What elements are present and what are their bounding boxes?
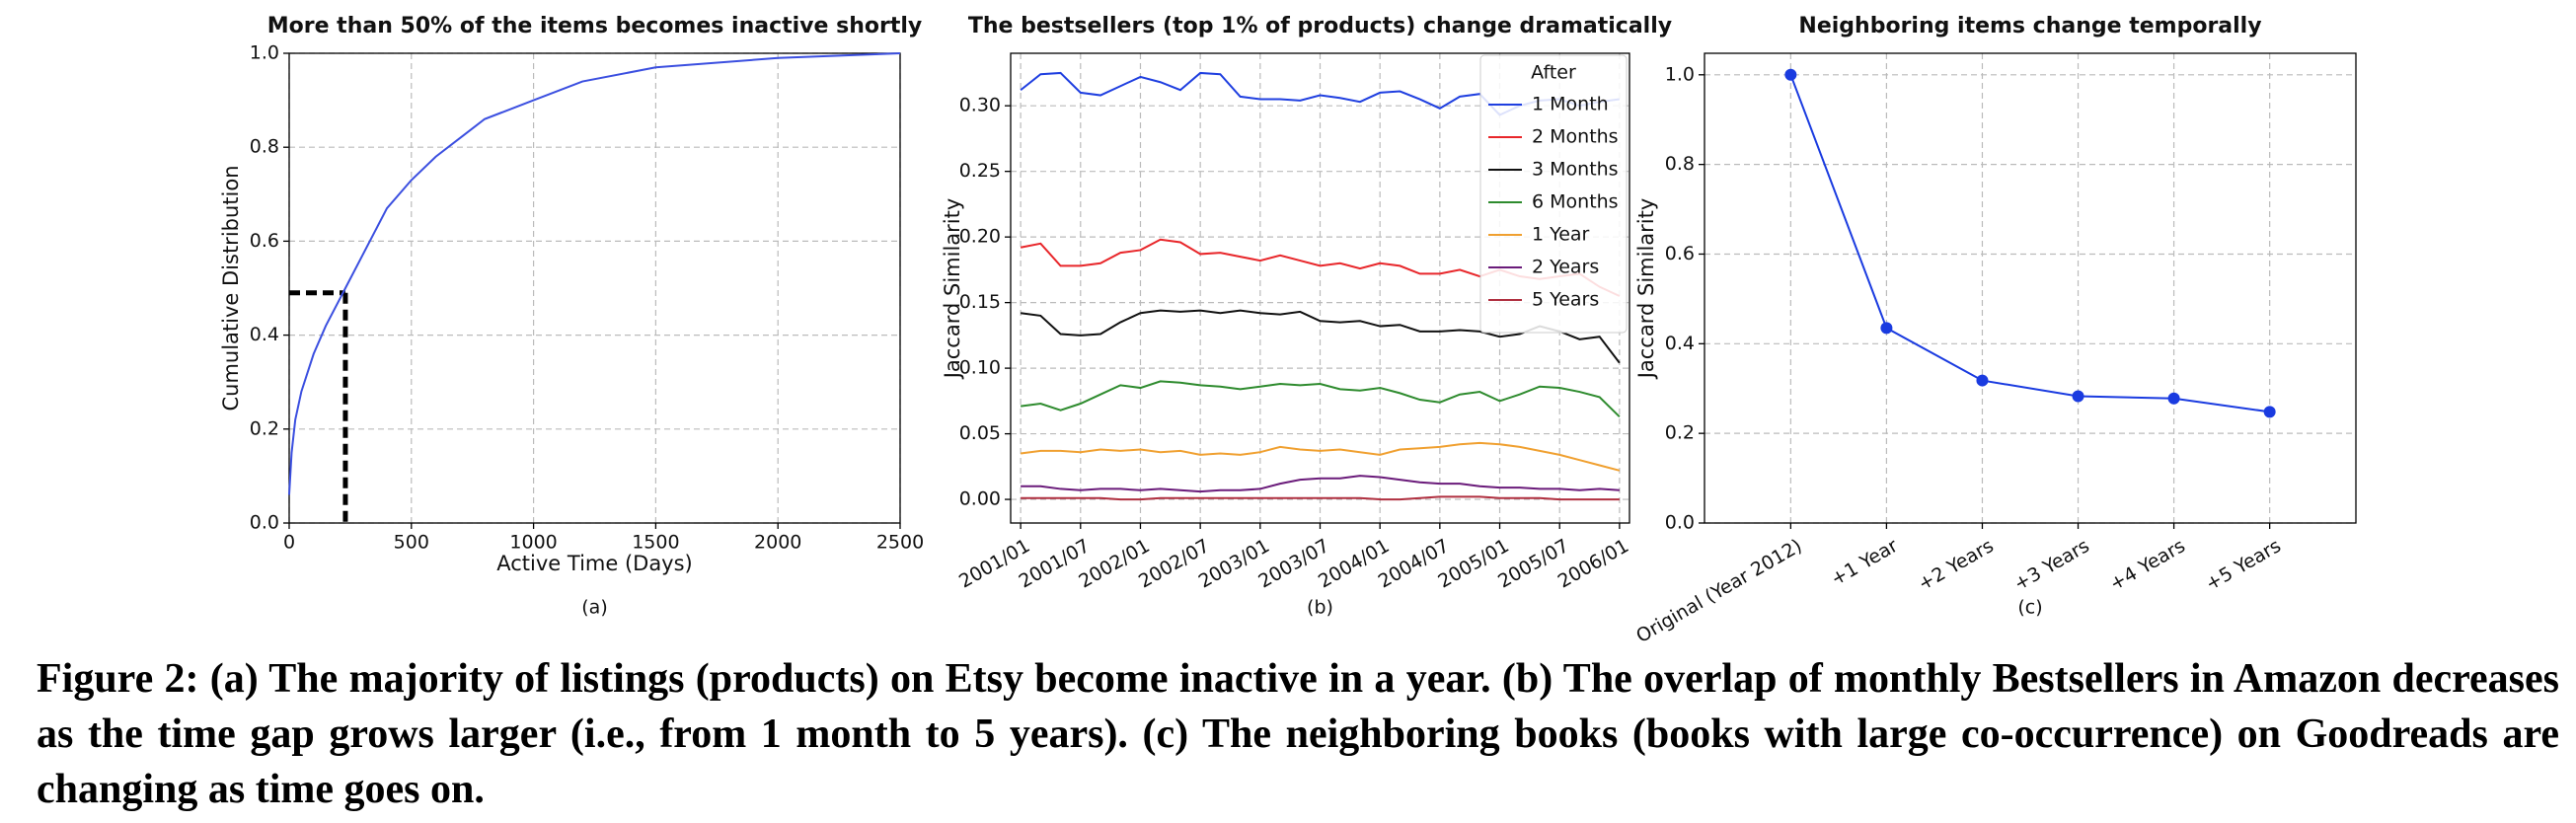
chart-title: More than 50% of the items becomes inact… <box>267 14 922 38</box>
series-line <box>288 52 901 495</box>
y-axis-label: Jaccard Similarity <box>1634 198 1658 381</box>
y-tick-label: 0.15 <box>959 291 1001 313</box>
x-tick-label: +2 Years <box>1915 535 1998 595</box>
x-tick-label: 1000 <box>509 532 557 554</box>
point <box>1976 374 1989 387</box>
caption: Figure 2: (a) The majority of listings (… <box>37 656 2559 812</box>
y-tick-label: 0.00 <box>959 488 1001 510</box>
legend-label: 1 Year <box>1532 224 1590 246</box>
point <box>2263 406 2276 418</box>
legend-title: After <box>1531 62 1576 84</box>
legend-label: 3 Months <box>1532 159 1619 181</box>
y-tick-label: 0.0 <box>250 512 279 534</box>
x-axis-label: Active Time (Days) <box>496 552 693 575</box>
legend-box <box>1479 54 1628 334</box>
series-line <box>1020 309 1621 364</box>
y-tick-label: 0.2 <box>1665 422 1695 444</box>
y-tick-label: 0.25 <box>959 160 1001 182</box>
x-tick-label: +5 Years <box>2202 535 2285 595</box>
y-tick-label: 1.0 <box>250 42 279 64</box>
point <box>1880 322 1893 335</box>
y-tick-label: 0.20 <box>959 226 1001 248</box>
y-tick-label: 0.8 <box>250 136 279 158</box>
y-axis-label: Cumulative Distribution <box>219 165 243 411</box>
series-line <box>1021 495 1620 501</box>
plot-frame <box>1010 52 1630 524</box>
figure: More than 50% of the items becomes inact… <box>219 14 2357 641</box>
plot-frame <box>1704 52 2357 524</box>
legend-label: 2 Years <box>1532 257 1599 278</box>
y-tick-label: 1.0 <box>1665 63 1695 85</box>
y-tick-label: 0.6 <box>250 230 279 252</box>
y-tick-label: 0.30 <box>959 95 1001 116</box>
y-tick-label: 0.0 <box>1665 512 1695 534</box>
chart-title: Neighboring items change temporally <box>1798 14 2261 38</box>
x-tick-label: +3 Years <box>2010 535 2093 595</box>
y-axis-label: Jaccard Similarity <box>941 198 964 381</box>
y-tick-label: 0.2 <box>250 417 279 439</box>
y-tick-label: 0.4 <box>250 324 279 345</box>
x-tick-label: 2500 <box>876 532 924 554</box>
y-tick-label: 0.10 <box>959 357 1001 379</box>
x-tick-label: 1500 <box>632 532 679 554</box>
point <box>1784 68 1797 81</box>
legend-label: 5 Years <box>1532 289 1599 311</box>
x-tick-label: 0 <box>283 532 295 554</box>
point <box>2072 390 2084 403</box>
series-line <box>1020 441 1621 472</box>
series-line <box>1789 74 2270 413</box>
series-line <box>1021 475 1620 493</box>
panel-label: (a) <box>581 597 607 619</box>
legend-label: 2 Months <box>1532 126 1619 148</box>
legend-label: 1 Month <box>1532 94 1609 115</box>
point <box>2167 392 2180 405</box>
y-tick-label: 0.8 <box>1665 153 1695 175</box>
y-tick-label: 0.4 <box>1665 333 1695 354</box>
x-tick-label: 2000 <box>754 532 801 554</box>
panel-label: (c) <box>2017 597 2042 619</box>
y-tick-label: 0.05 <box>959 422 1001 444</box>
panel-label: (b) <box>1307 597 1333 619</box>
plot-frame <box>288 52 901 524</box>
x-tick-label: 500 <box>394 532 429 554</box>
series-line <box>1020 380 1621 418</box>
chart-title: The bestsellers (top 1% of products) cha… <box>968 14 1672 38</box>
y-tick-label: 0.6 <box>1665 243 1695 264</box>
legend-label: 6 Months <box>1532 191 1619 213</box>
x-tick-label: Original (Year 2012) <box>1632 535 1805 641</box>
x-tick-label: +1 Year <box>1827 535 1901 590</box>
x-tick-label: +4 Years <box>2106 535 2189 595</box>
